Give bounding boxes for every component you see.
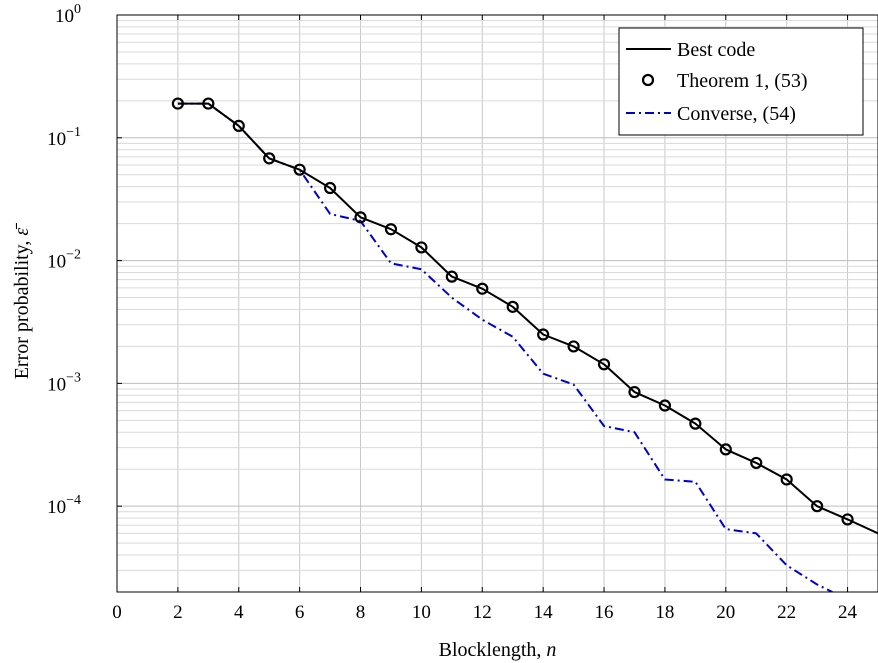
- x-axis-label: Blocklength, n: [439, 639, 557, 661]
- marker-theorem-1-53: [811, 500, 824, 513]
- legend-label-best-code: Best code: [677, 39, 755, 61]
- marker-theorem-1-53: [780, 473, 793, 486]
- x-tick-label: 22: [777, 602, 796, 623]
- y-axis-label: Error probability, ε̄: [11, 223, 33, 380]
- legend: Best code Theorem 1, (53) Converse, (54): [618, 27, 864, 136]
- marker-theorem-1-53: [597, 358, 611, 371]
- y-tick-label: 100: [55, 2, 81, 27]
- marker-theorem-1-53: [293, 163, 306, 176]
- y-tick-label: 10−4: [47, 493, 81, 518]
- x-tick-label: 4: [234, 602, 244, 623]
- marker-theorem-1-53: [445, 270, 458, 283]
- marker-theorem-1-53: [719, 443, 732, 456]
- marker-theorem-1-53: [384, 223, 398, 236]
- marker-theorem-1-53: [841, 513, 854, 526]
- marker-theorem-1-53: [354, 211, 367, 224]
- x-tick-label: 8: [356, 602, 366, 623]
- marker-theorem-1-53: [232, 119, 245, 132]
- x-tick-label: 2: [173, 602, 183, 623]
- x-tick-label: 10: [412, 602, 431, 623]
- legend-label-theorem-1: Theorem 1, (53): [677, 70, 808, 92]
- x-tick-label: 6: [295, 602, 305, 623]
- marker-theorem-1-53: [202, 97, 215, 110]
- marker-theorem-1-53: [323, 181, 337, 195]
- y-axis-label-text: Error probability,: [11, 236, 33, 380]
- marker-theorem-1-53: [476, 282, 489, 295]
- x-axis-label-var: n: [546, 639, 556, 661]
- marker-theorem-1-53: [628, 385, 641, 399]
- marker-theorem-1-53: [263, 152, 276, 165]
- y-axis-label-var: ε̄: [11, 223, 33, 236]
- x-tick-label: 16: [595, 602, 614, 623]
- legend-label-converse: Converse, (54): [677, 103, 796, 125]
- x-tick-label: 12: [473, 602, 492, 623]
- marker-theorem-1-53: [567, 340, 580, 353]
- marker-theorem-1-53: [415, 241, 428, 254]
- marker-theorem-1-53: [537, 328, 550, 341]
- series-layer: [171, 97, 878, 592]
- marker-theorem-1-53: [689, 417, 702, 430]
- marker-theorem-1-53: [750, 456, 763, 470]
- y-tick-label: 10−3: [47, 370, 81, 395]
- plot-frame: [116, 14, 878, 593]
- marker-theorem-1-53: [506, 300, 519, 313]
- marker-theorem-1-53: [171, 97, 184, 110]
- line-converse-54: [177, 102, 833, 592]
- marker-theorem-1-53: [658, 399, 672, 412]
- y-tick-label: 10−2: [47, 248, 81, 273]
- x-tick-label: 24: [838, 602, 858, 623]
- legend-swatch-theorem-1: [641, 73, 655, 87]
- x-axis-label-text: Blocklength,: [439, 639, 547, 661]
- x-tick-label: 0: [112, 602, 122, 623]
- x-tick-label: 20: [716, 602, 735, 623]
- y-tick-label: 10−1: [47, 125, 81, 150]
- x-tick-label: 18: [655, 602, 674, 623]
- legend-box: [618, 27, 864, 136]
- x-tick-label: 14: [534, 602, 554, 623]
